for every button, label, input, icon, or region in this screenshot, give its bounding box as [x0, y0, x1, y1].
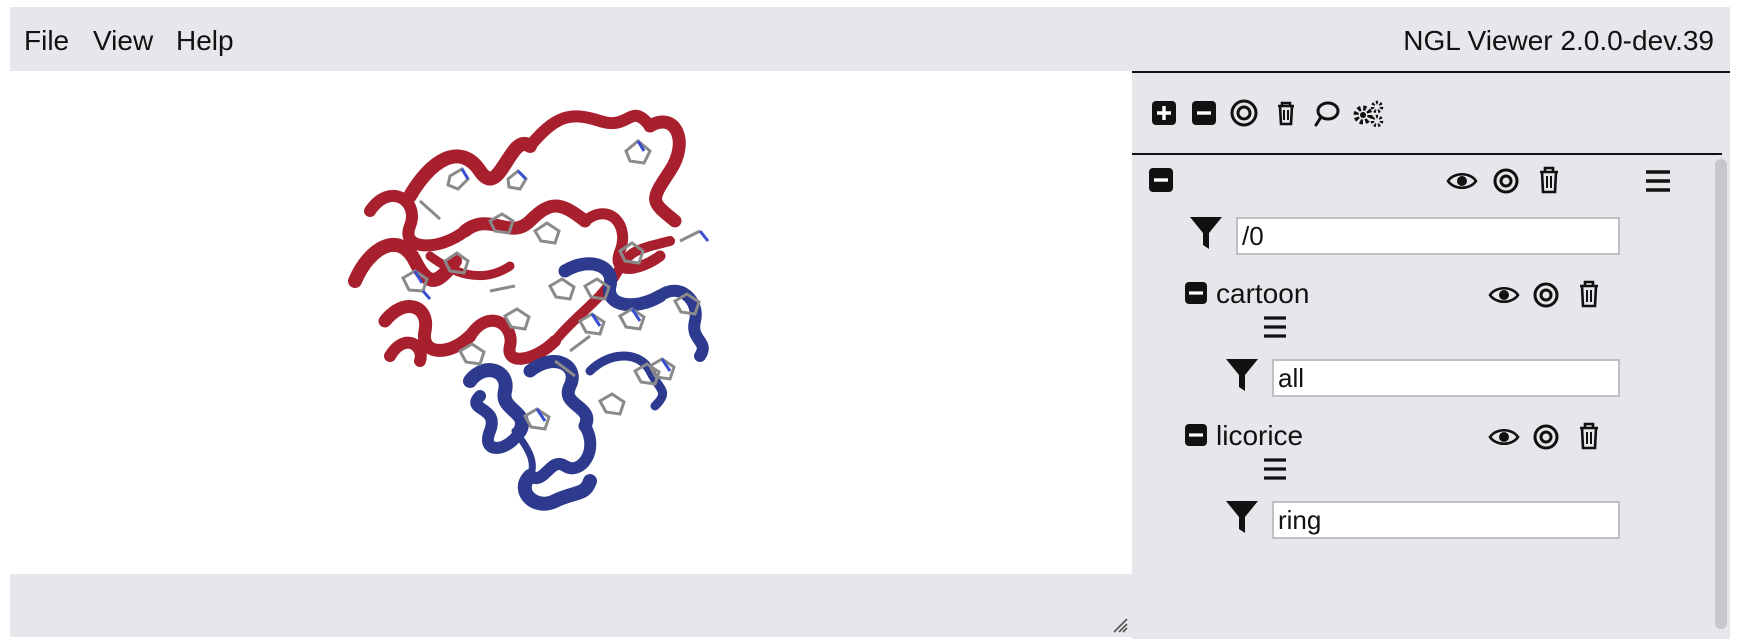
- collapse-cartoon-icon[interactable]: [1184, 281, 1208, 305]
- sidebar-panel: cartoon licorice: [1132, 71, 1730, 639]
- lasso-icon[interactable]: [1310, 97, 1342, 129]
- licorice-filter-input[interactable]: [1272, 501, 1620, 539]
- plus-square-icon[interactable]: [1148, 97, 1180, 129]
- bullseye-icon[interactable]: [1228, 97, 1260, 129]
- gears-icon[interactable]: [1350, 97, 1386, 129]
- nitrogen-bonds: [413, 140, 710, 422]
- trash-icon[interactable]: [1536, 165, 1562, 195]
- menu-help[interactable]: Help: [176, 25, 234, 56]
- menu-icon[interactable]: [1262, 457, 1288, 481]
- minus-square-icon[interactable]: [1188, 97, 1220, 129]
- eye-icon[interactable]: [1446, 169, 1478, 193]
- app-window: File View Help NGL Viewer 2.0.0-dev.39: [10, 7, 1730, 639]
- sidebar-scrollbar[interactable]: [1712, 155, 1730, 637]
- resize-grip-icon[interactable]: [1112, 617, 1128, 633]
- menu-view[interactable]: View: [93, 25, 154, 56]
- trash-icon[interactable]: [1270, 97, 1302, 129]
- representation-name-cartoon: cartoon: [1216, 278, 1310, 309]
- component-filter-input[interactable]: [1236, 217, 1620, 255]
- filter-icon: [1188, 215, 1224, 251]
- menu-bar: File View Help NGL Viewer 2.0.0-dev.39: [10, 7, 1730, 71]
- trash-icon[interactable]: [1576, 421, 1602, 451]
- collapse-component-icon[interactable]: [1148, 167, 1174, 193]
- filter-icon: [1224, 499, 1260, 535]
- sidebar-toolbar: [1132, 73, 1722, 155]
- menu-icon[interactable]: [1644, 169, 1672, 193]
- menu-file[interactable]: File: [24, 25, 70, 56]
- red-helices: [348, 109, 686, 367]
- filter-icon: [1224, 357, 1260, 393]
- status-bar: [10, 574, 1132, 637]
- molecule-viewport[interactable]: [10, 71, 1132, 574]
- protein-structure: [348, 109, 710, 511]
- bullseye-icon[interactable]: [1492, 167, 1520, 195]
- app-version: NGL Viewer 2.0.0-dev.39: [1403, 25, 1714, 56]
- menu-icon[interactable]: [1262, 315, 1288, 339]
- cartoon-filter-input[interactable]: [1272, 359, 1620, 397]
- eye-icon[interactable]: [1488, 425, 1520, 449]
- trash-icon[interactable]: [1576, 279, 1602, 309]
- bullseye-icon[interactable]: [1532, 281, 1560, 309]
- representation-name-licorice: licorice: [1216, 420, 1304, 451]
- bullseye-icon[interactable]: [1532, 423, 1560, 451]
- blue-helices: [463, 257, 709, 511]
- collapse-licorice-icon[interactable]: [1184, 423, 1208, 447]
- scrollbar-thumb[interactable]: [1715, 159, 1727, 629]
- licorice-rings: [401, 139, 701, 431]
- eye-icon[interactable]: [1488, 283, 1520, 307]
